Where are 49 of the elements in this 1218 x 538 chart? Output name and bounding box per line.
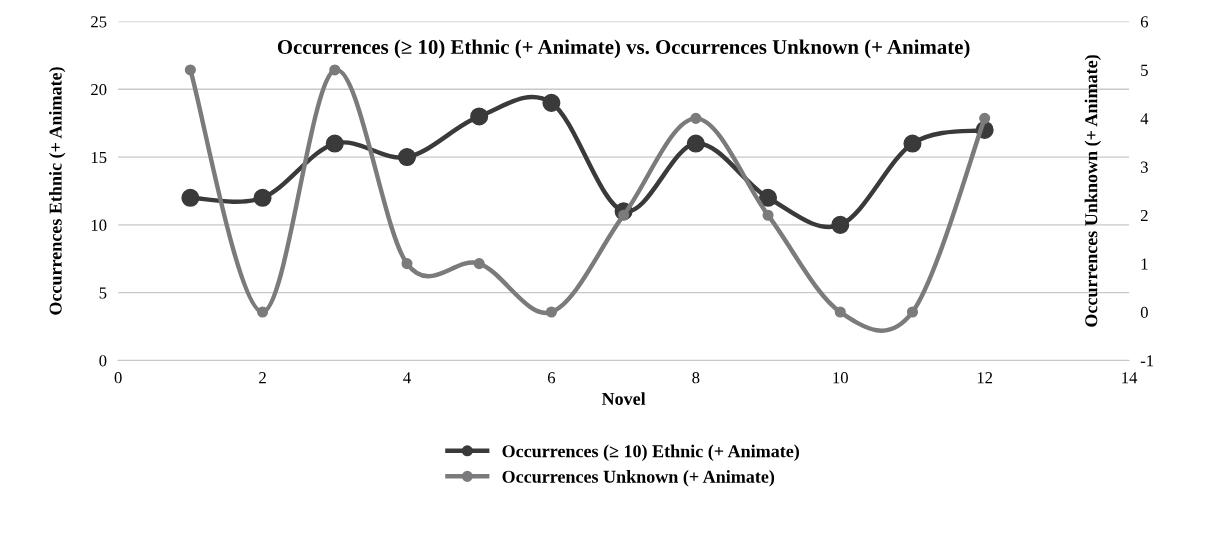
point — [401, 258, 413, 270]
x-tick-label: 2 — [259, 372, 266, 384]
x-tick-label: 8 — [692, 372, 700, 384]
point — [329, 64, 341, 76]
point — [470, 107, 489, 126]
y2-tick-label: 3 — [1140, 161, 1148, 173]
y2-tick-label: 5 — [1141, 64, 1148, 76]
point — [257, 306, 269, 318]
point — [903, 134, 922, 153]
y2-tick-label: 4 — [1140, 113, 1149, 125]
y-axis-title: Occurrences Ethnic (+ Animate) — [48, 67, 66, 315]
point — [397, 148, 417, 167]
point — [831, 215, 850, 234]
y2-axis-title: Occurrences Unknown (+ Animate) — [1084, 55, 1102, 327]
point — [906, 306, 919, 318]
point — [181, 188, 200, 207]
y-tick-label: 10 — [91, 219, 107, 231]
x-tick-label: 10 — [833, 372, 848, 384]
point — [690, 112, 702, 124]
x-tick-label: 6 — [547, 372, 556, 384]
point — [542, 93, 561, 112]
y2-tick-label: 2 — [1140, 209, 1148, 221]
point — [834, 306, 846, 318]
x-axis-title: Novel — [601, 392, 646, 405]
point — [253, 188, 272, 207]
x-tick-label: 12 — [977, 372, 993, 384]
point — [759, 188, 778, 207]
point — [979, 112, 991, 124]
y-tick-label: 5 — [99, 287, 107, 299]
legend-label: Occurrences (≥ 10) Ethnic (+ Animate) — [502, 444, 799, 461]
point — [184, 64, 196, 76]
x-tick-label: 4 — [403, 372, 411, 384]
y2-tick-label: 1 — [1141, 258, 1148, 270]
y2-tick-label: 0 — [1140, 306, 1148, 318]
point — [545, 306, 557, 318]
point — [325, 134, 344, 153]
y-tick-label: 25 — [91, 16, 107, 28]
point — [686, 134, 705, 153]
x-tick-label: 14 — [1122, 372, 1138, 384]
x-tick-label: 0 — [114, 372, 122, 384]
point — [762, 209, 774, 221]
y2-tick-label: 6 — [1140, 16, 1149, 28]
point — [473, 258, 485, 270]
legend-label: Occurrences Unknown (+ Animate) — [502, 470, 775, 487]
y-tick-label: 20 — [91, 84, 107, 96]
y-tick-label: 15 — [91, 151, 107, 164]
y-tick-label: 0 — [99, 355, 107, 367]
y2-tick-label: -1 — [1140, 355, 1154, 367]
text: Occurrences (≥ 10) Ethnic (+ Animate) vs. Occurrences Unknown (+ Animate) — [277, 39, 970, 59]
